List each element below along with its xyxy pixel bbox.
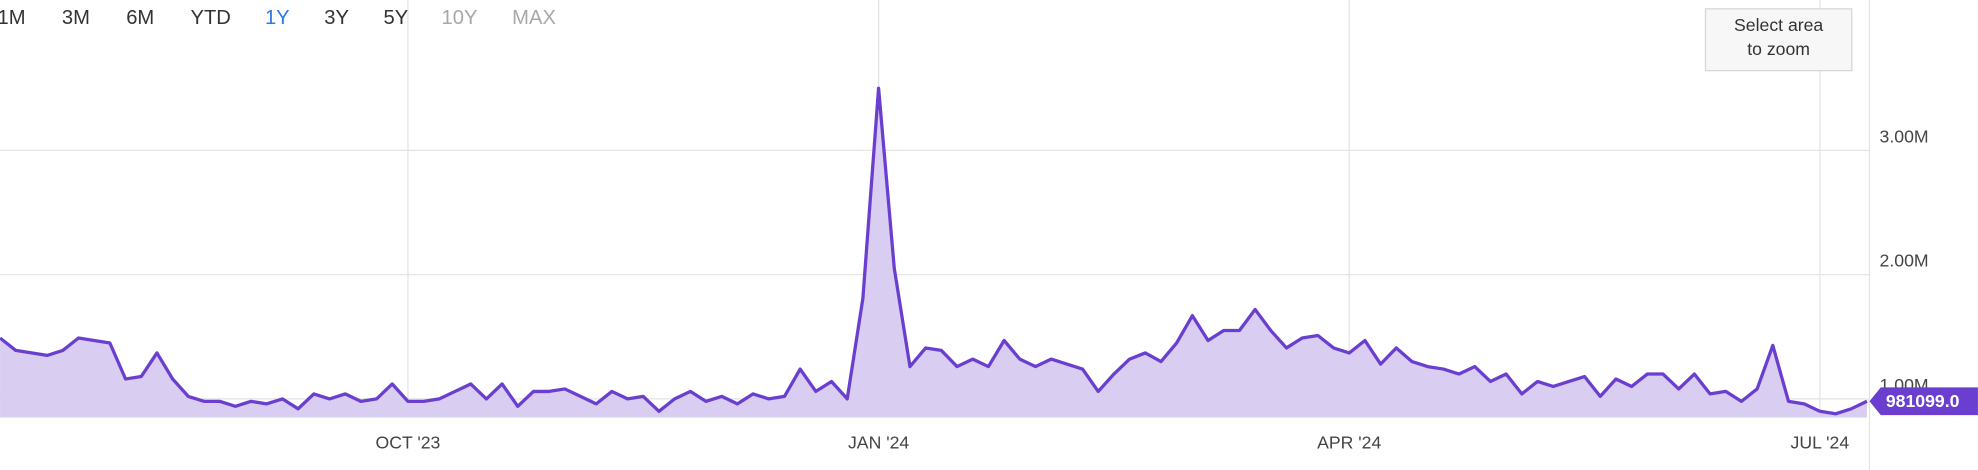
range-button[interactable]: 1M	[0, 7, 26, 29]
range-button[interactable]: YTD	[191, 7, 231, 29]
zoom-hint: Select area to zoom	[1704, 8, 1853, 72]
value-tag	[1869, 387, 1978, 416]
value-tag-label: 981099.0	[1886, 391, 1960, 411]
zoom-hint-box	[1704, 8, 1853, 72]
x-tick-label: JAN '24	[848, 433, 909, 453]
range-button: MAX	[512, 7, 556, 29]
x-tick-label: APR '24	[1317, 433, 1381, 453]
data-line	[0, 86, 1868, 416]
range-button[interactable]: 3Y	[324, 7, 349, 29]
zoom-hint-text: to zoom	[1747, 39, 1810, 59]
range-button[interactable]: 5Y	[384, 7, 409, 29]
range-button[interactable]: 6M	[126, 7, 154, 29]
range-button: 1Y	[265, 7, 290, 29]
y-tick-label: 2.00M	[1880, 251, 1929, 271]
range-button: 10Y	[442, 7, 478, 29]
y-tick-label: 3.00M	[1880, 126, 1929, 146]
zoom-hint-text: Select area	[1734, 15, 1823, 35]
x-tick-label: OCT '23	[376, 433, 441, 453]
x-tick-label: JUL '24	[1791, 433, 1850, 453]
area-fill	[0, 88, 1867, 418]
range-button[interactable]: 3M	[62, 7, 90, 29]
